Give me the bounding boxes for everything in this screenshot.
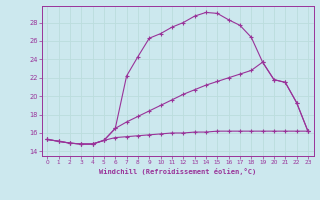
X-axis label: Windchill (Refroidissement éolien,°C): Windchill (Refroidissement éolien,°C) — [99, 168, 256, 175]
